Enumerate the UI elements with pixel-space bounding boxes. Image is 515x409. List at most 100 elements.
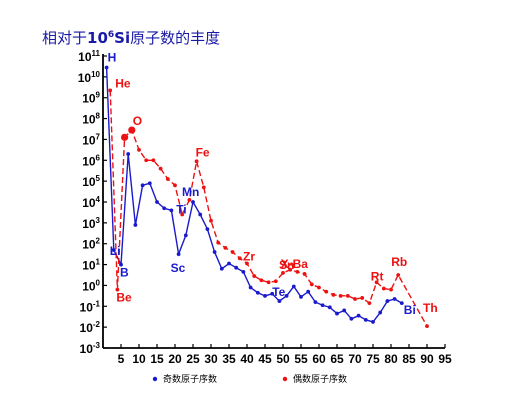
data-point	[227, 261, 231, 266]
y-axis-ticks: 10-3 10-2 10-1 100 101 102 103 104 105 106 107 108 1…	[78, 49, 107, 356]
y-tick-label: 107	[82, 132, 100, 147]
data-point	[302, 272, 307, 276]
x-tick-label: 50	[276, 352, 290, 366]
data-point	[425, 324, 429, 328]
data-point	[191, 200, 195, 204]
data-point	[335, 311, 339, 316]
data-point	[137, 147, 141, 152]
data-point	[317, 285, 321, 290]
y-tick-label: 109	[82, 91, 100, 106]
x-tick-label: 5	[118, 352, 125, 366]
data-point	[371, 320, 375, 324]
data-point	[140, 183, 145, 188]
data-point	[169, 208, 174, 213]
data-point	[115, 287, 120, 292]
legend-label: 偶数原子序数	[293, 373, 347, 385]
data-point	[223, 245, 228, 250]
y-tick-label: 10-2	[80, 320, 101, 335]
element-label-sc: Sc	[171, 261, 186, 275]
data-point	[266, 280, 271, 285]
data-point	[198, 212, 203, 217]
legend-marker	[152, 376, 158, 382]
x-tick-label: 20	[168, 352, 182, 366]
legend-label: 奇数原子序数	[163, 373, 217, 385]
y-tick-label: 10-1	[80, 299, 101, 314]
data-point	[381, 286, 386, 291]
data-point	[248, 285, 253, 290]
data-point	[324, 289, 329, 294]
chart-title: 相对于106Si原子数的丰度	[42, 27, 220, 48]
data-point	[201, 185, 206, 190]
data-point	[363, 317, 368, 322]
data-point	[338, 293, 343, 298]
data-point	[119, 262, 123, 267]
y-tick-label: 1010	[78, 70, 101, 85]
data-point	[209, 218, 213, 223]
data-point	[255, 290, 260, 295]
data-point	[219, 266, 224, 271]
element-label-h: H	[108, 50, 117, 64]
series-odd	[104, 65, 404, 324]
series-line	[109, 90, 428, 327]
data-point	[155, 200, 159, 204]
data-point-large	[128, 126, 136, 134]
data-point	[374, 280, 379, 285]
data-point	[288, 267, 293, 272]
data-point	[234, 265, 239, 270]
data-point	[187, 198, 192, 202]
data-point	[212, 250, 217, 254]
data-point	[173, 183, 177, 188]
x-tick-label: 10	[132, 352, 146, 366]
data-point	[165, 177, 170, 181]
data-point	[378, 310, 383, 315]
element-label-zr: Zr	[243, 250, 255, 264]
data-point	[147, 181, 152, 186]
x-tick-label: 55	[294, 352, 308, 366]
y-tick-label: 104	[82, 195, 100, 210]
data-point	[133, 223, 138, 227]
data-point	[320, 303, 325, 308]
data-point	[162, 206, 167, 211]
y-tick-label: 108	[82, 112, 100, 127]
title-base: 10	[87, 29, 108, 47]
data-point	[331, 292, 336, 297]
y-tick-label: 101	[82, 258, 100, 273]
data-point	[309, 282, 314, 287]
x-axis-ticks: 5 10 15 20 25 30 35 40 45 50 55 60 65 70 75 80 85 90 95	[118, 344, 452, 366]
data-point	[277, 299, 282, 303]
legend-marker	[282, 376, 288, 382]
data-point	[295, 269, 300, 274]
x-tick-label: 25	[186, 352, 200, 366]
data-point	[241, 269, 246, 274]
x-tick-label: 15	[150, 352, 164, 366]
x-tick-label: 90	[420, 352, 434, 366]
element-label-o: O	[133, 114, 142, 128]
data-point	[291, 284, 296, 289]
data-point	[180, 212, 185, 217]
element-label-te: Te	[272, 285, 285, 299]
title-exponent: 6	[107, 30, 115, 40]
data-point	[306, 289, 311, 294]
y-tick-label: 106	[82, 153, 100, 168]
data-point	[313, 300, 318, 305]
data-point	[389, 287, 393, 292]
x-tick-label: 40	[240, 352, 254, 366]
data-point	[342, 308, 347, 313]
x-tick-label: 35	[222, 352, 236, 366]
element-label-sn: Sn	[279, 258, 294, 272]
element-labels: H He Li Be B O Ti Sc Mn Fe Zr Sn Te X-Ba Rt Rb Bi Th	[108, 50, 438, 317]
data-point	[252, 274, 257, 278]
y-tick-label: 105	[82, 174, 100, 189]
data-point	[126, 152, 131, 156]
element-label-th: Th	[423, 301, 438, 315]
data-point	[396, 273, 401, 277]
x-tick-label: 65	[330, 352, 344, 366]
data-point	[194, 159, 199, 164]
element-label-b: B	[120, 266, 129, 280]
data-point	[230, 250, 235, 254]
data-point	[151, 158, 156, 163]
element-label-ti: Ti	[176, 203, 186, 217]
series-group	[104, 65, 429, 328]
x-tick-label: 95	[438, 352, 452, 366]
x-tick-label: 80	[384, 352, 398, 366]
